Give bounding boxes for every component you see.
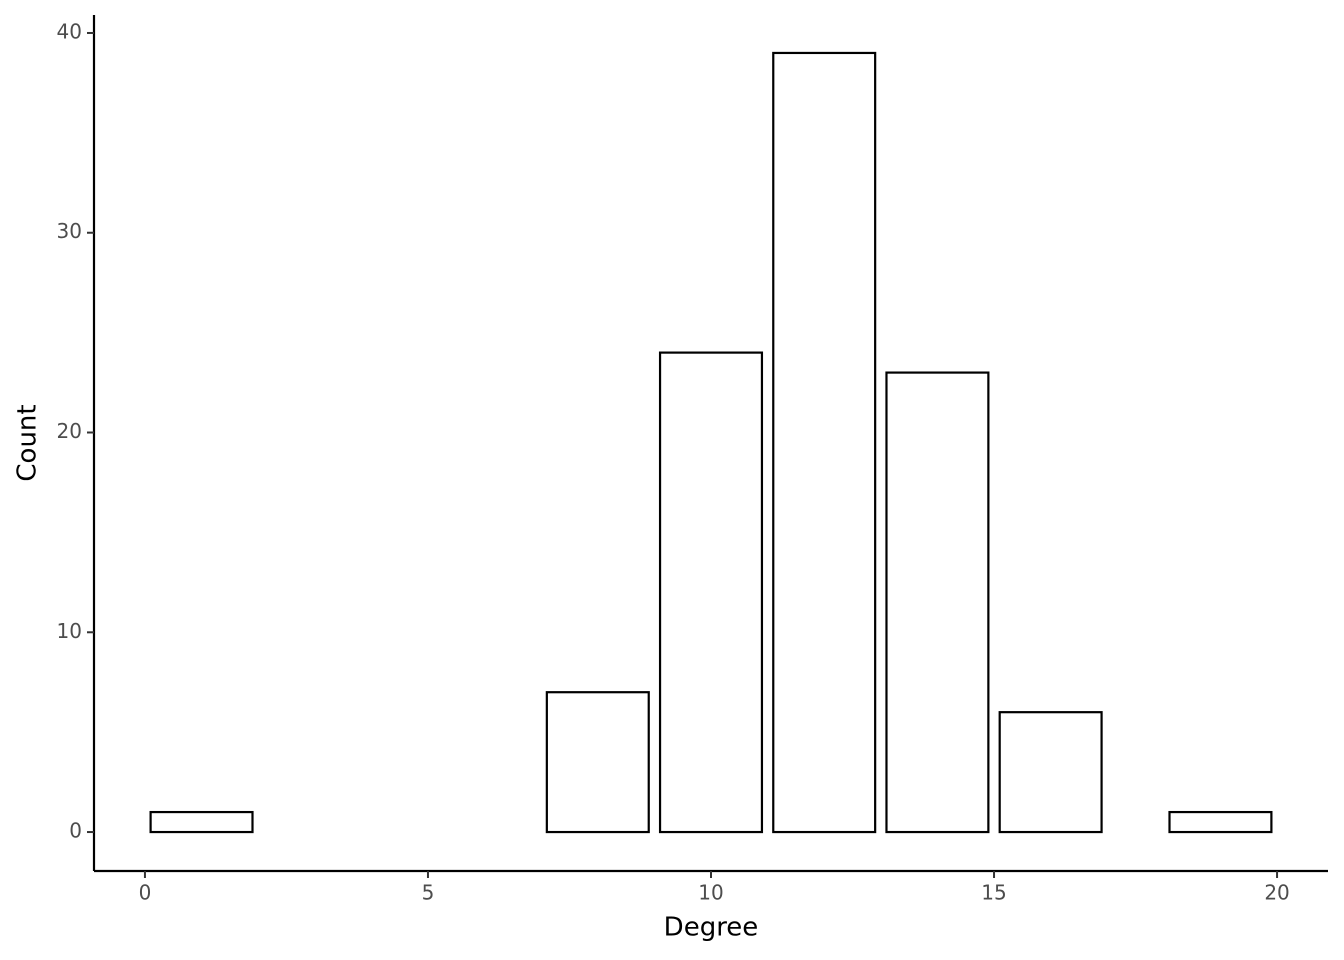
y-axis-title: Count <box>13 404 43 481</box>
x-tick-label: 20 <box>1264 881 1289 905</box>
bar <box>149 810 254 834</box>
y-tick-label: 20 <box>57 419 82 443</box>
y-tick-label: 40 <box>57 19 82 43</box>
x-axis-title: Degree <box>664 913 759 943</box>
bar <box>885 371 990 834</box>
x-tick-label: 10 <box>698 881 723 905</box>
bar <box>1168 810 1273 834</box>
y-tick-label: 10 <box>57 619 82 643</box>
x-tick-label: 15 <box>981 881 1006 905</box>
y-tick-label: 0 <box>69 819 82 843</box>
x-tick-label: 5 <box>422 881 435 905</box>
bar <box>772 51 877 834</box>
bar <box>545 691 650 834</box>
y-tick-label: 30 <box>57 219 82 243</box>
x-tick-label: 0 <box>139 881 152 905</box>
bar <box>658 351 764 834</box>
bar <box>998 711 1103 834</box>
